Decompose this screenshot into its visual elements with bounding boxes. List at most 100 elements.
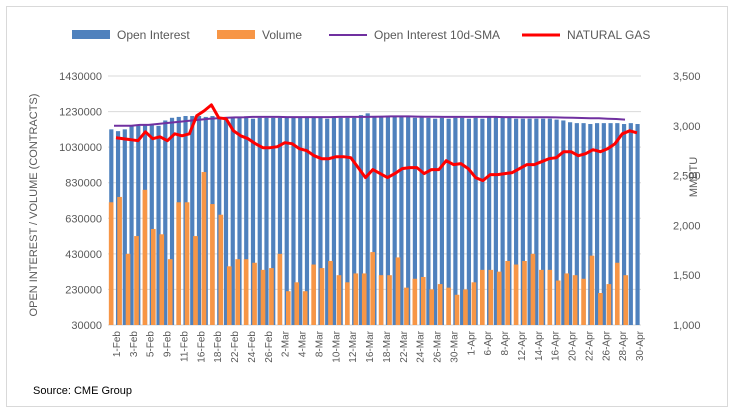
open-interest-bar	[412, 117, 418, 326]
open-interest-bar	[277, 117, 283, 326]
open-interest-bar	[581, 123, 586, 325]
volume-bar	[336, 275, 342, 325]
x-tick-label: 22-Mar	[399, 330, 410, 362]
y-tick-label: 1230000	[59, 107, 102, 119]
volume-bar	[370, 252, 375, 325]
volume-bar	[218, 214, 224, 325]
open-interest-bar	[453, 117, 458, 326]
open-interest-bar	[621, 124, 627, 326]
open-interest-bar	[426, 117, 431, 326]
open-interest-bar	[291, 117, 296, 326]
open-interest-bar	[500, 116, 505, 326]
x-tick-label: 20-Apr	[568, 330, 579, 361]
legend-swatch	[72, 30, 110, 39]
open-interest-bar	[223, 117, 229, 326]
volume-bar	[589, 255, 595, 325]
open-interest-bar	[554, 119, 559, 325]
x-tick-label: 11-Feb	[180, 331, 191, 362]
volume-bar	[614, 262, 620, 325]
open-interest-bar	[608, 123, 613, 325]
open-interest-bar	[190, 116, 195, 326]
y-tick-label: 430000	[65, 249, 102, 261]
open-interest-bar	[149, 124, 154, 326]
open-interest-bar	[439, 117, 444, 326]
volume-bar	[269, 268, 274, 325]
volume-bar	[319, 268, 325, 325]
y2-tick-label: 2,500	[673, 171, 701, 183]
open-interest-bar	[129, 125, 134, 325]
volume-bar	[193, 236, 198, 325]
volume-bar	[598, 292, 603, 325]
x-tick-label: 3-Feb	[129, 331, 140, 358]
open-interest-bar	[156, 125, 161, 325]
volume-bar	[496, 271, 502, 325]
y2-tick-label: 1,500	[673, 270, 701, 282]
x-tick-label: 22-Apr	[584, 330, 595, 361]
open-interest-bar	[541, 118, 546, 325]
volume-bars	[108, 172, 629, 325]
open-interest-bar	[345, 117, 350, 326]
natural-gas-line	[115, 103, 638, 183]
volume-bar	[463, 289, 468, 325]
volume-bar	[555, 280, 561, 325]
open-interest-bar	[244, 117, 249, 326]
open-interest-bar	[473, 117, 478, 326]
open-interest-bar	[514, 118, 519, 325]
volume-bar	[294, 282, 300, 325]
x-tick-label: 22-Feb	[230, 331, 241, 363]
open-interest-bar	[574, 123, 579, 325]
volume-bar	[361, 273, 367, 325]
volume-bar	[345, 282, 350, 325]
volume-bar	[564, 273, 569, 325]
open-interest-bar	[271, 117, 276, 326]
open-interest-bar	[338, 117, 343, 326]
x-tick-label: 26-Apr	[601, 330, 612, 361]
open-interest-bar	[399, 116, 404, 326]
open-interest-bar	[163, 120, 168, 325]
open-interest-bar	[284, 117, 289, 326]
volume-bar	[151, 228, 156, 325]
open-interest-bar	[594, 123, 600, 325]
open-interest-bar	[237, 117, 242, 326]
volume-bar	[277, 253, 283, 325]
volume-bar	[420, 276, 426, 325]
open-interest-bar	[460, 117, 465, 326]
legend: Open Interest Volume Open Interest 10d-SMA…	[72, 28, 650, 42]
volume-bar	[252, 262, 257, 325]
x-tick-label: 4-Mar	[298, 330, 309, 357]
volume-bar	[572, 275, 578, 325]
open-interest-bar	[547, 118, 552, 325]
volume-bar	[454, 294, 460, 325]
y-tick-label: 630000	[65, 213, 102, 225]
x-tick-label: 9-Feb	[163, 331, 174, 358]
volume-bar	[623, 275, 629, 325]
x-tick-label: 26-Feb	[264, 331, 275, 363]
y-tick-label: 1430000	[59, 71, 102, 83]
volume-bar	[412, 278, 418, 325]
volume-bar	[353, 273, 359, 325]
open-interest-bar	[493, 116, 498, 326]
open-interest-bar	[534, 118, 539, 325]
x-tick-label: 18-Feb	[213, 331, 224, 363]
open-interest-bar	[372, 116, 377, 326]
open-interest-bar	[480, 118, 485, 325]
chart-frame: Open Interest Volume Open Interest 10d-SMA…	[6, 6, 728, 407]
volume-bar	[134, 236, 139, 325]
open-interest-bar	[561, 120, 566, 325]
volume-bar	[606, 284, 612, 325]
volume-bar	[378, 275, 384, 325]
volume-bar	[480, 269, 485, 325]
volume-bar	[328, 260, 333, 325]
open-interest-bar	[311, 117, 316, 326]
open-interest-bar	[298, 117, 303, 326]
x-tick-label: 24-Mar	[416, 330, 427, 362]
volume-bar	[311, 264, 316, 325]
volume-bar	[505, 260, 510, 325]
legend-label: Volume	[262, 28, 302, 42]
volume-bar	[539, 269, 544, 325]
volume-bar	[260, 269, 266, 325]
x-tick-label: 30-Apr	[635, 330, 646, 361]
x-tick-label: 16-Mar	[365, 330, 376, 362]
x-tick-label: 12-Mar	[348, 330, 359, 362]
x-tick-label: 1-Feb	[112, 331, 123, 358]
